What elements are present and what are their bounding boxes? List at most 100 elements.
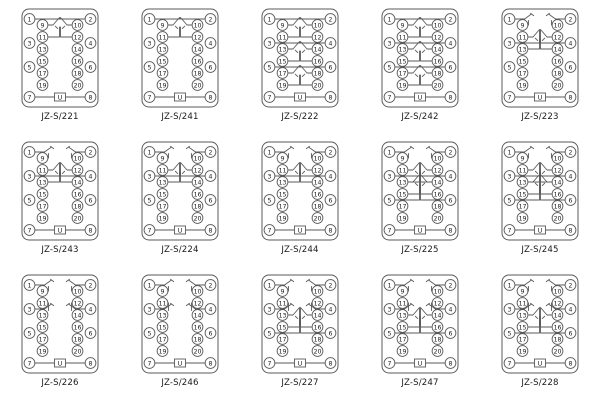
- contact-no-rail: [394, 307, 420, 334]
- pin-16: 16: [311, 55, 324, 67]
- pin-12: 12: [431, 297, 444, 309]
- svg-text:19: 19: [279, 215, 287, 222]
- contact-lower-rail: [420, 316, 432, 328]
- pin-19: 19: [156, 345, 169, 357]
- svg-text:7: 7: [148, 227, 152, 234]
- pin-16: 16: [551, 55, 564, 67]
- pin-12: 12: [311, 31, 324, 43]
- pin-17: 17: [396, 333, 409, 345]
- wiring-layer: [154, 17, 206, 98]
- svg-text:18: 18: [194, 70, 202, 77]
- diagram-cell: U 1 2 3 4 5 6 7 8 9 10 11 12 13 14 15 16 17 18 19 20 JZ-S/241: [120, 2, 240, 135]
- pin-8: 8: [564, 357, 577, 369]
- svg-text:15: 15: [159, 324, 167, 331]
- pin-8: 8: [324, 224, 337, 236]
- svg-text:13: 13: [159, 179, 167, 186]
- pin-9: 9: [276, 19, 289, 31]
- contact-no-rail: [394, 41, 420, 44]
- coil-box: [294, 92, 306, 102]
- pin-14: 14: [431, 309, 444, 321]
- pin-1: 1: [23, 279, 36, 291]
- pin-1: 1: [383, 13, 396, 25]
- pin-19: 19: [396, 212, 409, 224]
- pin-17: 17: [276, 200, 289, 212]
- pin-9: 9: [156, 285, 169, 297]
- pin-18: 18: [551, 67, 564, 79]
- svg-text:17: 17: [159, 70, 167, 77]
- pin-20: 20: [311, 212, 324, 224]
- svg-text:20: 20: [74, 348, 82, 355]
- pin-2: 2: [564, 279, 577, 291]
- pin-13: 13: [36, 43, 49, 55]
- svg-text:18: 18: [74, 70, 82, 77]
- svg-text:5: 5: [268, 330, 272, 337]
- svg-text:20: 20: [554, 215, 562, 222]
- contact-lower-rail: [420, 26, 432, 38]
- svg-text:16: 16: [554, 324, 562, 331]
- coil-box: [294, 358, 306, 368]
- pin-19: 19: [36, 345, 49, 357]
- diagram-caption: JZ-S/243: [41, 245, 79, 255]
- pin-17: 17: [516, 67, 529, 79]
- diagram-caption: JZ-S/244: [281, 245, 319, 255]
- svg-text:14: 14: [194, 312, 202, 319]
- svg-text:14: 14: [554, 312, 562, 319]
- svg-text:17: 17: [279, 203, 287, 210]
- contact-lower-rail: [528, 316, 540, 328]
- contact-lower-rail: [528, 183, 540, 195]
- svg-text:19: 19: [39, 348, 47, 355]
- pin-7: 7: [263, 357, 276, 369]
- svg-text:18: 18: [314, 203, 322, 210]
- pin-6: 6: [204, 327, 217, 339]
- svg-text:14: 14: [194, 179, 202, 186]
- svg-text:4: 4: [89, 306, 93, 313]
- pin-9: 9: [36, 152, 49, 164]
- contact-nc-tick: [414, 182, 419, 187]
- svg-text:18: 18: [554, 203, 562, 210]
- contact-lower-rail: [288, 50, 300, 62]
- relay-body: [381, 141, 459, 241]
- svg-text:7: 7: [28, 227, 32, 234]
- contact-lower-rail: [168, 26, 180, 38]
- coil-label: U: [418, 226, 423, 234]
- hook-blade: [524, 146, 532, 153]
- pin-20: 20: [311, 79, 324, 91]
- contact-nc-tick: [301, 73, 306, 78]
- diagram-cell: U 1 2 3 4 5 6 7 8 9 10 11 12 13 14 15 16 17 18 19 20 JZ-S/223: [480, 2, 600, 135]
- pin-7: 7: [503, 224, 516, 236]
- svg-text:11: 11: [399, 167, 407, 174]
- pin-5: 5: [143, 61, 156, 73]
- pin-12: 12: [71, 31, 84, 43]
- pin-11: 11: [156, 31, 169, 43]
- wiring-layer: [394, 278, 446, 364]
- pin-16: 16: [431, 188, 444, 200]
- svg-text:2: 2: [569, 282, 573, 289]
- pin-8: 8: [204, 224, 217, 236]
- svg-text:13: 13: [519, 312, 527, 319]
- svg-text:17: 17: [399, 70, 407, 77]
- svg-text:3: 3: [148, 40, 152, 47]
- svg-text:10: 10: [434, 155, 442, 162]
- contact-blade: [300, 41, 312, 50]
- svg-text:4: 4: [569, 40, 573, 47]
- pin-1: 1: [263, 279, 276, 291]
- svg-text:17: 17: [39, 70, 47, 77]
- svg-text:3: 3: [268, 173, 272, 180]
- pin-8: 8: [204, 357, 217, 369]
- contact-nc-tick: [541, 170, 546, 175]
- diagram-cell: U 1 2 3 4 5 6 7 8 9 10 11 12 13 14 15 16 17 18 19 20 JZ-S/224: [120, 135, 240, 268]
- svg-text:13: 13: [519, 46, 527, 53]
- pin-20: 20: [71, 212, 84, 224]
- svg-text:13: 13: [399, 312, 407, 319]
- hook-tip: [545, 278, 550, 283]
- hook-blade: [164, 146, 172, 153]
- contact-nc-tick: [534, 182, 539, 187]
- pin-10: 10: [71, 19, 84, 31]
- pin-18: 18: [71, 200, 84, 212]
- coil-label: U: [58, 359, 63, 367]
- svg-text:7: 7: [148, 94, 152, 101]
- svg-text:8: 8: [569, 360, 573, 367]
- svg-text:8: 8: [329, 360, 333, 367]
- svg-text:15: 15: [399, 324, 407, 331]
